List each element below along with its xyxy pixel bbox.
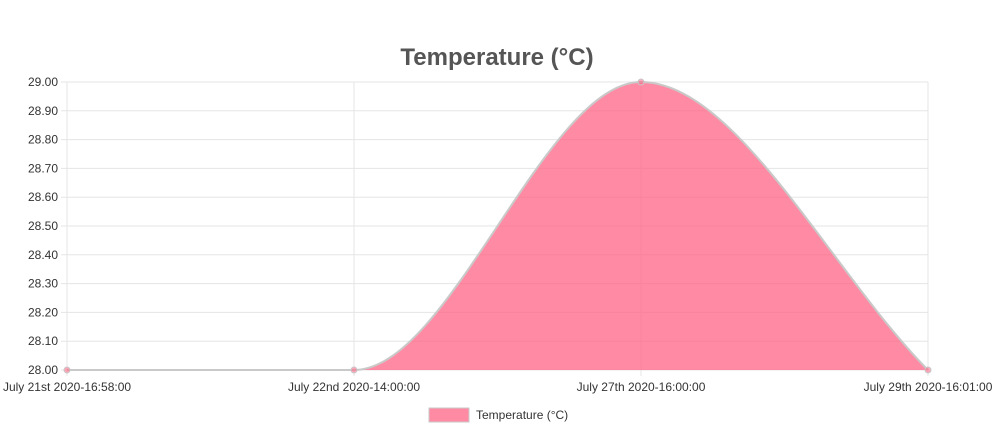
y-tick-label: 28.70 [28,161,58,175]
y-tick-label: 28.40 [28,248,58,262]
legend[interactable]: Temperature (°C) [428,407,568,423]
y-tick-label: 28.80 [28,133,58,147]
y-tick-label: 28.10 [28,334,58,348]
data-point [350,366,358,374]
data-point [924,366,932,374]
series-area [66,80,929,372]
chart-title: Temperature (°C) [400,44,593,71]
y-tick-label: 28.50 [28,219,58,233]
data-point [63,366,71,374]
y-tick-label: 28.60 [28,190,58,204]
y-tick-label: 28.30 [28,277,58,291]
y-tick-label: 28.00 [28,363,58,377]
y-tick-label: 28.90 [28,104,58,118]
x-axis-ticks: July 21st 2020-16:58:00 July 22nd 2020-14… [3,380,992,394]
x-tick-label: July 27th 2020-16:00:00 [577,380,706,394]
y-axis-ticks: 29.00 28.90 28.80 28.70 28.60 28.50 28.40 28.30… [28,75,58,377]
data-point [637,78,645,86]
series-line [66,80,929,372]
y-tick-label: 29.00 [28,75,58,89]
x-tick-label: July 21st 2020-16:58:00 [3,380,131,394]
x-tick-label: July 22nd 2020-14:00:00 [288,380,420,394]
x-tick-label: July 29th 2020-16:01:00 [864,380,992,394]
data-points [63,78,932,374]
legend-swatch [428,407,470,423]
legend-label: Temperature (°C) [476,408,568,422]
y-tick-label: 28.20 [28,305,58,319]
